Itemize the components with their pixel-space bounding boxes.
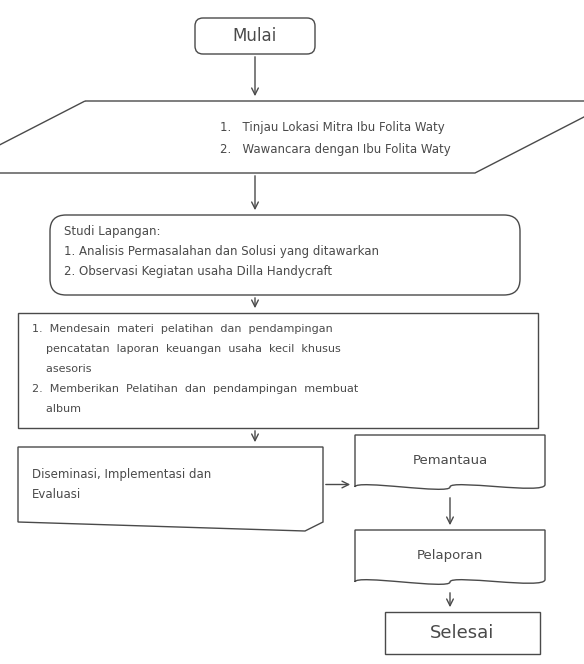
- Text: Studi Lapangan:: Studi Lapangan:: [64, 224, 161, 238]
- PathPatch shape: [355, 435, 545, 489]
- Text: Diseminasi, Implementasi dan: Diseminasi, Implementasi dan: [32, 468, 211, 481]
- Text: Pelaporan: Pelaporan: [417, 550, 483, 562]
- PathPatch shape: [355, 530, 545, 584]
- FancyBboxPatch shape: [50, 215, 520, 295]
- Text: 1.   Tinjau Lokasi Mitra Ibu Folita Waty: 1. Tinjau Lokasi Mitra Ibu Folita Waty: [220, 120, 445, 133]
- Text: asesoris: asesoris: [32, 364, 92, 374]
- Text: 2.  Memberikan  Pelatihan  dan  pendampingan  membuat: 2. Memberikan Pelatihan dan pendampingan…: [32, 384, 358, 394]
- Text: album: album: [32, 404, 81, 414]
- Text: 2. Observasi Kegiatan usaha Dilla Handycraft: 2. Observasi Kegiatan usaha Dilla Handyc…: [64, 264, 332, 278]
- Text: Pemantaua: Pemantaua: [412, 454, 488, 467]
- Text: 1.  Mendesain  materi  pelatihan  dan  pendampingan: 1. Mendesain materi pelatihan dan pendam…: [32, 324, 333, 334]
- Text: 1. Analisis Permasalahan dan Solusi yang ditawarkan: 1. Analisis Permasalahan dan Solusi yang…: [64, 244, 379, 258]
- Bar: [18, 313, 538, 428]
- Text: Mulai: Mulai: [233, 27, 277, 45]
- Bar: [385, 612, 540, 654]
- Text: Selesai: Selesai: [430, 624, 495, 642]
- Text: 2.   Wawancara dengan Ibu Folita Waty: 2. Wawancara dengan Ibu Folita Waty: [220, 143, 451, 157]
- Text: pencatatan  laporan  keuangan  usaha  kecil  khusus: pencatatan laporan keuangan usaha kecil …: [32, 344, 340, 354]
- FancyBboxPatch shape: [195, 18, 315, 54]
- Text: Evaluasi: Evaluasi: [32, 488, 81, 501]
